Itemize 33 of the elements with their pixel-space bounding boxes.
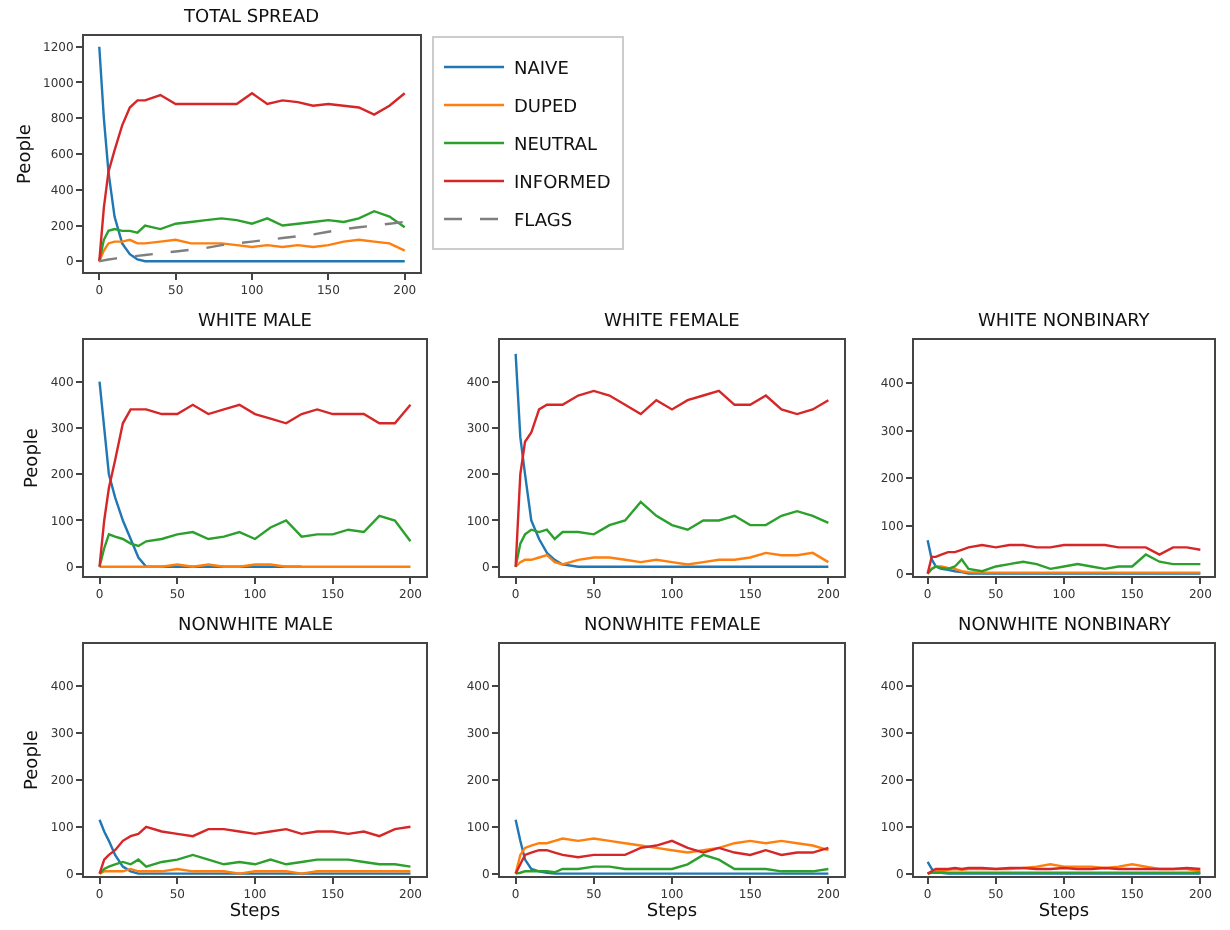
x-axis-title: Steps <box>646 902 698 923</box>
line-series <box>98 45 406 263</box>
chart-title: NONWHITE NONBINARY <box>958 616 1172 636</box>
line-series <box>514 818 830 875</box>
line-series <box>98 220 406 263</box>
x-axis-title: Steps <box>1038 902 1090 923</box>
y-axis-title: People <box>23 427 44 488</box>
chart-title: TOTAL SPREAD <box>182 8 320 28</box>
line-series <box>98 403 412 568</box>
line-series <box>98 514 412 568</box>
chart-title: WHITE FEMALE <box>604 312 741 332</box>
x-axis-title: Steps <box>229 902 281 923</box>
y-axis-title: People <box>23 729 44 790</box>
chart-title: WHITE NONBINARY <box>978 312 1151 332</box>
line-series <box>514 389 830 568</box>
legend-label: INFORMED <box>514 174 611 195</box>
line-series <box>98 210 406 263</box>
line-series <box>514 352 830 568</box>
legend-label: NAIVE <box>514 60 570 81</box>
y-axis-title: People <box>15 123 36 184</box>
legend-label: FLAGS <box>514 212 573 233</box>
line-series <box>514 853 830 875</box>
legend-label: DUPED <box>514 98 578 119</box>
line-series <box>514 500 830 568</box>
line-series <box>926 553 1202 575</box>
chart-title: NONWHITE FEMALE <box>584 616 762 636</box>
line-series <box>514 551 830 568</box>
line-series <box>98 853 412 875</box>
legend-label: NEUTRAL <box>514 136 598 157</box>
line-series <box>98 238 406 263</box>
chart-title: NONWHITE MALE <box>178 616 334 636</box>
line-series <box>98 92 406 263</box>
chart-title: WHITE MALE <box>198 312 313 332</box>
